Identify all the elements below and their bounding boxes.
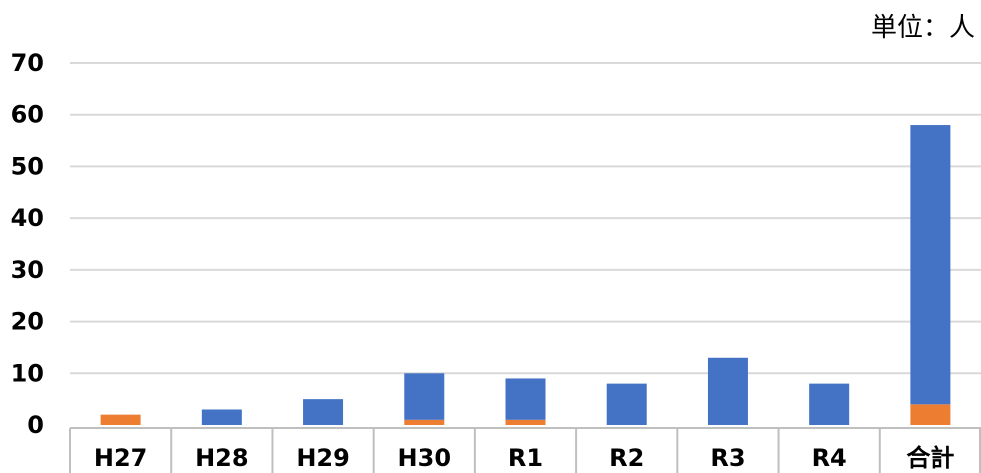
y-tick-label: 0 — [27, 411, 44, 439]
bar-segment — [809, 383, 850, 425]
x-tick-label: R3 — [710, 444, 745, 472]
y-tick-label: 40 — [11, 204, 44, 232]
bar-segment — [910, 125, 951, 405]
y-tick-label: 20 — [11, 308, 44, 336]
x-tick-label: R4 — [812, 444, 847, 472]
y-tick-label: 60 — [11, 101, 44, 129]
bars — [100, 125, 951, 425]
y-tick-label: 30 — [11, 256, 44, 284]
bar-segment — [910, 404, 951, 425]
y-tick-label: 70 — [11, 49, 44, 77]
bar-segment — [606, 383, 647, 425]
bar-segment — [303, 399, 344, 425]
bar-segment — [707, 357, 748, 425]
bar-segment — [404, 419, 445, 425]
y-axis-ticks: 0 10 20 30 40 50 60 70 — [11, 49, 44, 439]
bar-segment — [404, 373, 445, 420]
x-tick-label: H29 — [296, 444, 349, 472]
bar-segment — [100, 414, 141, 425]
bar-segment — [505, 419, 546, 425]
bar-segment — [505, 378, 546, 420]
x-tick-label: 合計 — [906, 444, 954, 472]
category-table: H27 H28 H29 H30 R1 R2 R3 R4 合計 — [69, 427, 981, 473]
gridlines — [70, 62, 981, 375]
bar-segment — [201, 409, 242, 425]
x-tick-label: H30 — [398, 444, 451, 472]
x-tick-label: H27 — [94, 444, 147, 472]
unit-label: 単位：人 — [871, 13, 975, 43]
y-tick-label: 50 — [11, 152, 44, 180]
x-tick-label: R2 — [609, 444, 644, 472]
y-tick-label: 10 — [11, 359, 44, 387]
x-tick-label: H28 — [195, 444, 248, 472]
x-tick-label: R1 — [508, 444, 543, 472]
